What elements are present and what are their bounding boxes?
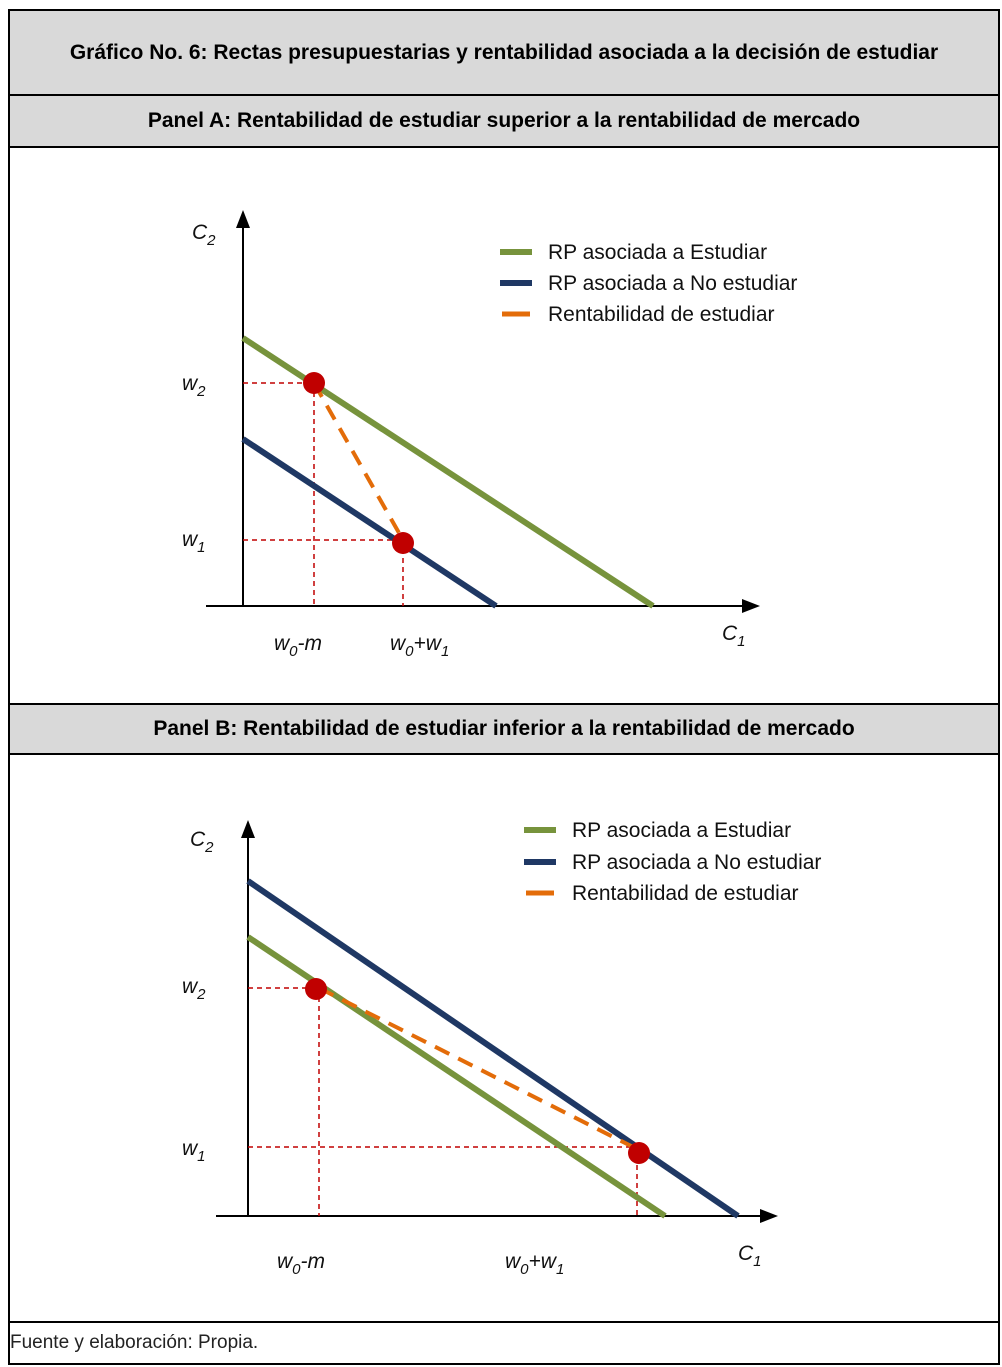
line-rentabilidad	[312, 382, 405, 541]
panel-a-heading: Panel A: Rentabilidad de estudiar superi…	[10, 96, 998, 148]
label-w0-minus-m: w0-m	[274, 632, 322, 660]
legend-label-estudiar: RP asociada a Estudiar	[572, 819, 791, 842]
y-axis-label: C2	[192, 221, 216, 249]
panel-b-heading: Panel B: Rentabilidad de estudiar inferi…	[10, 703, 998, 755]
guide-lines	[248, 987, 638, 1216]
point-w1	[628, 1142, 650, 1164]
legend-label-rentabilidad: Rentabilidad de estudiar	[572, 882, 799, 905]
line-estudiar	[246, 934, 667, 1219]
point-w2	[303, 372, 325, 394]
legend: RP asociada a Estudiar RP asociada a No …	[500, 241, 797, 326]
legend: RP asociada a Estudiar RP asociada a No …	[524, 819, 821, 905]
label-w0-minus-m: w0-m	[277, 1250, 325, 1278]
legend-label-no-estudiar: RP asociada a No estudiar	[572, 851, 821, 874]
x-axis-label: C1	[722, 622, 746, 650]
legend-label-estudiar: RP asociada a Estudiar	[548, 241, 767, 264]
x-axis-label: C1	[738, 1242, 762, 1270]
y-axis-arrow	[241, 820, 255, 838]
panel-b-diagram: C2 C1 w2 w1 w0-m w0+w1 RP asociada a Est…	[182, 819, 821, 1278]
point-w2	[305, 978, 327, 1000]
label-w2: w2	[182, 372, 206, 400]
x-axis-arrow	[760, 1209, 778, 1223]
x-axis-arrow	[742, 599, 760, 613]
label-w2: w2	[182, 975, 206, 1003]
label-w0-plus-w1: w0+w1	[505, 1250, 564, 1278]
panel-a-diagram: C2 C1 w2 w1 w0-m w0+w1 RP asociada a Est…	[182, 210, 797, 660]
line-rentabilidad	[318, 986, 638, 1151]
line-no-estudiar	[246, 878, 740, 1219]
y-axis-arrow	[236, 210, 250, 228]
source-note: Fuente y elaboración: Propia.	[10, 1321, 998, 1365]
legend-label-rentabilidad: Rentabilidad de estudiar	[548, 303, 775, 326]
line-no-estudiar	[241, 436, 498, 609]
figure-title: Gráfico No. 6: Rectas presupuestarias y …	[10, 11, 998, 96]
figure-frame: Gráfico No. 6: Rectas presupuestarias y …	[8, 9, 1000, 1365]
label-w1: w1	[182, 1137, 206, 1165]
label-w0-plus-w1: w0+w1	[390, 632, 449, 660]
y-axis-label: C2	[190, 828, 214, 856]
point-w1	[392, 532, 414, 554]
legend-label-no-estudiar: RP asociada a No estudiar	[548, 272, 797, 295]
label-w1: w1	[182, 528, 206, 556]
